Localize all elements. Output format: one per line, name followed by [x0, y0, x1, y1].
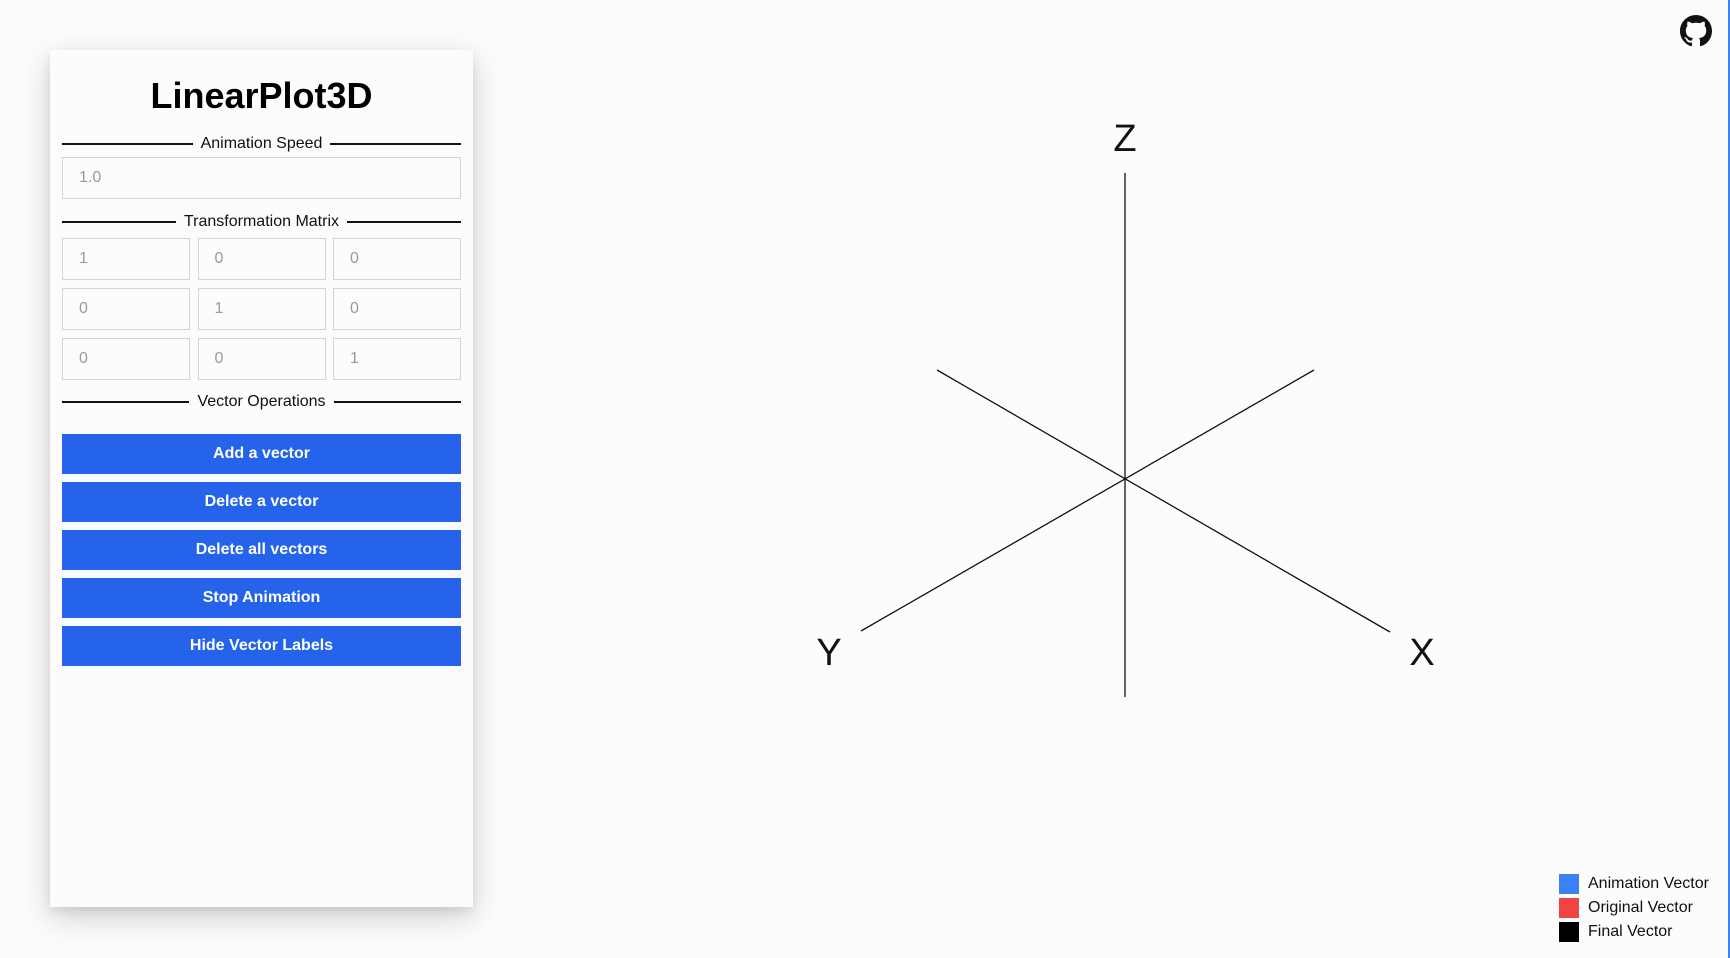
hide-vector-labels-button[interactable]: Hide Vector Labels: [62, 626, 461, 666]
matrix-cell-3-2[interactable]: [197, 338, 326, 380]
vector-operations-buttons: Add a vector Delete a vector Delete all …: [62, 434, 461, 666]
legend-swatch-animation: [1559, 874, 1579, 894]
x-axis: [936, 369, 1391, 633]
legend-swatch-final: [1559, 922, 1579, 942]
animation-speed-heading: Animation Speed: [62, 134, 461, 154]
vector-operations-heading-label: Vector Operations: [197, 393, 326, 410]
legend-item-final-vector: Final Vector: [1559, 920, 1709, 944]
delete-vector-button[interactable]: Delete a vector: [62, 482, 461, 522]
viewport-edge: [1728, 0, 1730, 958]
matrix-cell-3-1[interactable]: [62, 338, 190, 380]
z-axis-label: Z: [1113, 118, 1136, 160]
legend: Animation Vector Original Vector Final V…: [1559, 872, 1709, 944]
matrix-cell-1-1[interactable]: [62, 238, 190, 280]
matrix-cell-2-1[interactable]: [62, 288, 190, 330]
legend-swatch-original: [1559, 898, 1579, 918]
legend-label-original: Original Vector: [1588, 899, 1693, 916]
legend-label-final: Final Vector: [1588, 923, 1673, 940]
stop-animation-button[interactable]: Stop Animation: [62, 578, 461, 618]
matrix-cell-2-2[interactable]: [197, 288, 326, 330]
animation-speed-input[interactable]: [62, 157, 461, 199]
transformation-matrix-grid: [62, 238, 461, 380]
control-panel: LinearPlot3D Animation Speed Transformat…: [50, 50, 473, 907]
matrix-cell-2-3[interactable]: [333, 288, 461, 330]
transformation-matrix-heading: Transformation Matrix: [62, 212, 461, 232]
github-link[interactable]: [1680, 15, 1712, 47]
legend-item-animation-vector: Animation Vector: [1559, 872, 1709, 896]
transformation-matrix-heading-label: Transformation Matrix: [184, 213, 339, 230]
app-title: LinearPlot3D: [150, 75, 373, 116]
delete-all-vectors-button[interactable]: Delete all vectors: [62, 530, 461, 570]
vector-operations-heading: Vector Operations: [62, 392, 461, 412]
add-vector-button[interactable]: Add a vector: [62, 434, 461, 474]
matrix-cell-1-3[interactable]: [333, 238, 461, 280]
x-axis-label: X: [1409, 632, 1434, 674]
github-icon: [1680, 15, 1712, 47]
y-axis-label: Y: [816, 632, 841, 674]
y-axis: [860, 369, 1315, 632]
matrix-cell-3-3[interactable]: [333, 338, 461, 380]
matrix-cell-1-2[interactable]: [197, 238, 326, 280]
legend-item-original-vector: Original Vector: [1559, 896, 1709, 920]
animation-speed-heading-label: Animation Speed: [200, 135, 323, 152]
legend-label-animation: Animation Vector: [1588, 875, 1709, 892]
